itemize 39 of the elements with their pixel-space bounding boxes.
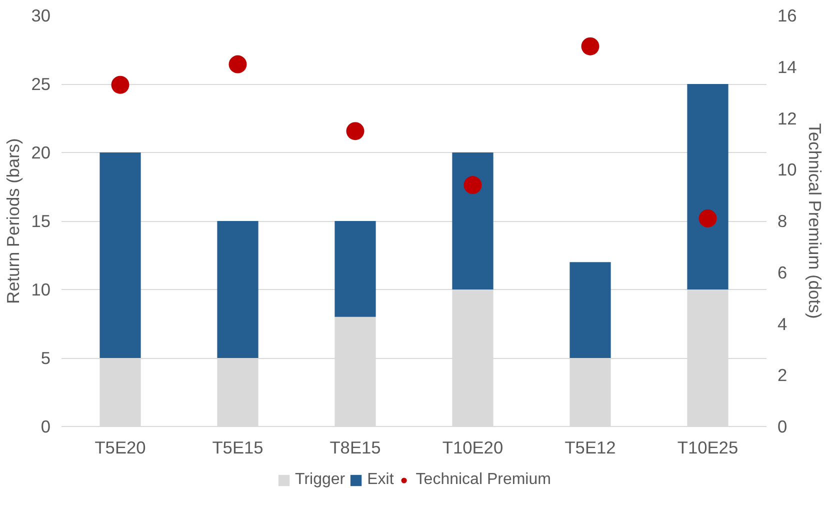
x-tick-label: T8E15: [330, 438, 381, 458]
bar: [100, 152, 141, 358]
legend-label: Exit: [367, 471, 394, 489]
legend-label: Technical Premium: [416, 471, 551, 489]
y2-tick-label: 16: [778, 6, 797, 26]
y-axis-title: Return Periods (bars): [3, 138, 24, 304]
y-tick-label: 5: [40, 348, 51, 368]
y2-tick-label: 8: [778, 211, 788, 231]
y-tick-label: 0: [40, 416, 51, 436]
y2-tick-label: 10: [778, 160, 797, 180]
y2-axis-title: Technical Premium (dots): [804, 123, 825, 319]
x-tick-label: T10E25: [677, 438, 738, 458]
y2-tick-label: 6: [778, 262, 788, 282]
y2-tick-label: 2: [778, 365, 788, 386]
y2-tick-label: 14: [778, 56, 798, 77]
legend-label: Trigger: [295, 471, 346, 489]
point: [346, 122, 364, 140]
y-tick-label: 20: [31, 142, 51, 162]
x-tick-label: T5E15: [212, 438, 264, 458]
bar: [452, 152, 494, 290]
y-tick-label: 10: [31, 280, 51, 300]
x-tick-label: T5E12: [564, 438, 616, 458]
bar: [217, 221, 258, 358]
bar: [334, 221, 376, 317]
bar: [570, 262, 611, 358]
point: [464, 176, 482, 194]
y-tick-label: 15: [31, 211, 51, 231]
point: [698, 209, 717, 228]
point: [111, 76, 130, 94]
x-tick-label: T5E20: [94, 438, 146, 458]
point: [581, 37, 600, 56]
y2-tick-label: 4: [778, 314, 788, 334]
y2-tick-label: 0: [778, 416, 788, 436]
y-tick-label: 30: [31, 6, 51, 26]
point: [228, 55, 247, 74]
y2-tick-label: 12: [778, 108, 797, 128]
bar: [687, 84, 728, 290]
y-tick-label: 25: [31, 74, 51, 94]
x-tick-label: T10E20: [442, 438, 504, 458]
